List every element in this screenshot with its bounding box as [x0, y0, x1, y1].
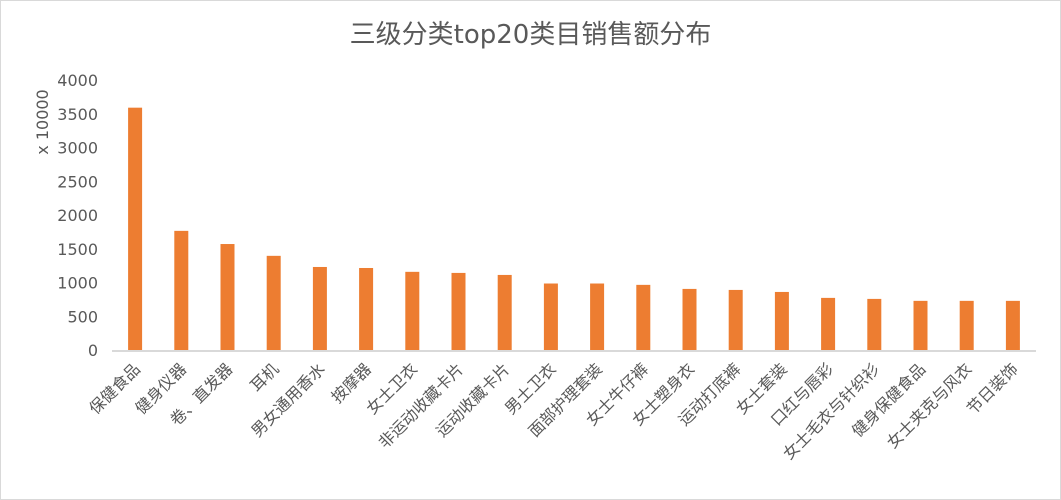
bar [1005, 300, 1020, 350]
bar [174, 230, 189, 350]
bar [682, 288, 697, 350]
bar [543, 283, 558, 350]
bar [451, 272, 466, 350]
bar [220, 244, 235, 350]
y-tick-label: 3000 [57, 139, 98, 158]
y-tick-label: 3500 [57, 105, 98, 124]
y-tick-label: 1000 [57, 274, 98, 293]
bar [405, 271, 420, 350]
x-tick-label: 女士夹克与风衣 [883, 359, 976, 452]
bar [636, 284, 651, 350]
y-tick-label: 0 [88, 341, 98, 360]
bar [913, 300, 928, 350]
y-tick-label: 1500 [57, 240, 98, 259]
bar [821, 297, 836, 350]
y-tick-label: 2500 [57, 172, 98, 191]
x-tick-label: 节日装饰 [963, 359, 1022, 418]
bar [590, 283, 605, 350]
y-tick-label: 4000 [57, 71, 98, 90]
bar [774, 291, 789, 350]
bar [867, 298, 882, 350]
x-tick-label: 耳机 [246, 359, 282, 395]
bar [266, 255, 281, 350]
bar [959, 300, 974, 350]
bar [497, 274, 512, 350]
y-tick-label: 500 [67, 307, 98, 326]
bar [359, 267, 374, 350]
y-axis-label: x 10000 [33, 89, 52, 154]
y-tick-label: 2000 [57, 206, 98, 225]
bar [728, 289, 743, 350]
bar [128, 107, 143, 350]
bar [312, 266, 327, 350]
chart-title: 三级分类top20类目销售额分布 [349, 20, 712, 50]
